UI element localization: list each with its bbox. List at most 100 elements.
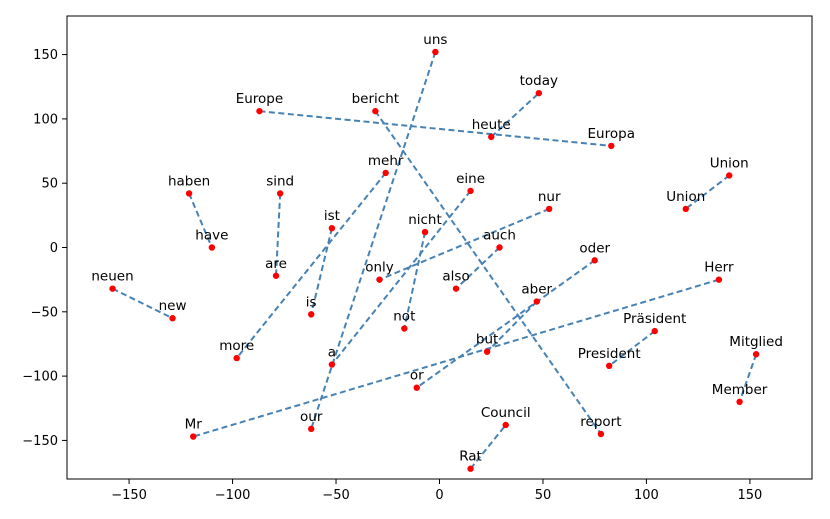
point-president — [605, 362, 613, 370]
label-more: more — [219, 338, 254, 354]
y-tick-label: 50 — [41, 177, 58, 192]
label-is: is — [306, 294, 317, 310]
point-only — [376, 276, 383, 283]
x-tick-label: 50 — [535, 488, 552, 503]
label-ist: ist — [324, 208, 340, 224]
x-tick-label: 150 — [738, 488, 763, 503]
point-union — [726, 172, 733, 179]
label-our: our — [300, 409, 323, 425]
point-mitglied — [752, 351, 760, 358]
point-oder — [591, 257, 598, 264]
connector-ist-is — [310, 227, 333, 315]
label-president: President — [578, 346, 641, 362]
label-council: Council — [481, 405, 531, 421]
connector-aber-but — [486, 300, 538, 353]
connector-auch-also — [455, 246, 501, 290]
point-report — [597, 430, 605, 438]
y-tick-label: 0 — [50, 241, 58, 256]
connector-herr-mr — [192, 278, 720, 438]
label-or: or — [410, 368, 424, 384]
label-nicht: nicht — [408, 212, 442, 228]
y-tick-label: −100 — [22, 370, 58, 385]
point-not — [401, 325, 408, 332]
point-präsident — [651, 327, 658, 335]
point-neuen — [109, 285, 116, 292]
label-also: also — [442, 269, 469, 285]
label-rat: Rat — [459, 449, 482, 465]
x-axis: −150 −100 −50 0 50 100 150 — [111, 479, 762, 503]
connector-mehr-more — [235, 172, 387, 359]
point-have — [208, 244, 216, 251]
point-new — [169, 315, 176, 322]
point-are — [272, 272, 280, 279]
label-haben: haben — [168, 173, 210, 189]
connector-oder-or — [416, 259, 596, 389]
point-ist — [328, 225, 336, 232]
connector-bericht-report — [374, 110, 602, 435]
connector-eine-a — [331, 190, 472, 366]
connector-präsident-president — [608, 330, 656, 367]
label-a: a — [328, 345, 336, 361]
point-union — [682, 205, 689, 213]
point-sind — [276, 190, 284, 197]
point-eine — [467, 187, 474, 195]
label-not: not — [393, 309, 415, 325]
connector-sind-are — [275, 193, 282, 276]
label-report: report — [580, 414, 621, 430]
label-only: only — [365, 260, 394, 276]
connector-nur-only — [379, 207, 550, 281]
label-but: but — [476, 332, 498, 348]
point-a — [328, 361, 336, 368]
point-mehr — [382, 169, 389, 177]
label-mehr: mehr — [368, 153, 404, 169]
point-is — [307, 311, 315, 318]
label-mr: Mr — [185, 417, 203, 433]
y-tick-label: −50 — [31, 305, 58, 320]
label-have: have — [195, 228, 228, 244]
point-also — [452, 285, 460, 292]
label-are: are — [265, 256, 287, 272]
label-today: today — [520, 73, 558, 89]
x-tick-label: −50 — [322, 488, 349, 503]
label-oder: oder — [579, 240, 610, 256]
point-uns — [432, 48, 439, 56]
point-nur — [545, 205, 553, 213]
point-nicht — [421, 228, 429, 236]
label-nur: nur — [538, 189, 561, 205]
y-axis: 150 100 50 0 −50 −100 −150 — [22, 48, 67, 449]
point-our — [307, 425, 315, 433]
x-tick-label: 100 — [634, 488, 659, 503]
point-mr — [190, 433, 197, 440]
data-points — [109, 48, 760, 472]
label-präsident: Präsident — [623, 311, 686, 327]
label-member: Member — [712, 382, 768, 398]
plot-frame — [66, 15, 813, 480]
point-heute — [488, 133, 495, 141]
label-eine: eine — [456, 171, 485, 187]
point-rat — [467, 465, 474, 472]
point-member — [736, 398, 743, 406]
point-haben — [185, 190, 193, 197]
point-aber — [533, 298, 540, 305]
connector-heute-today — [490, 92, 540, 138]
label-europe: Europe — [236, 91, 283, 107]
connector-neuen-new — [112, 287, 173, 320]
label-aber: aber — [521, 282, 552, 298]
label-mitglied: Mitglied — [729, 334, 783, 350]
label-bericht: bericht — [352, 91, 399, 107]
label-union: Union — [666, 189, 705, 205]
label-sind: sind — [266, 173, 294, 189]
point-europe — [256, 107, 263, 115]
word-labels: uns today Europe bericht heute Europa mehr Unio… — [91, 32, 783, 465]
point-bericht — [372, 107, 379, 115]
x-tick-label: −100 — [215, 488, 251, 503]
point-but — [483, 348, 491, 355]
point-more — [233, 354, 240, 362]
pair-connectors — [112, 51, 758, 470]
label-europa: Europa — [588, 126, 635, 142]
label-uns: uns — [423, 32, 447, 48]
label-herr: Herr — [704, 260, 734, 276]
connector-nicht-not — [403, 231, 426, 329]
label-neuen: neuen — [91, 269, 133, 285]
